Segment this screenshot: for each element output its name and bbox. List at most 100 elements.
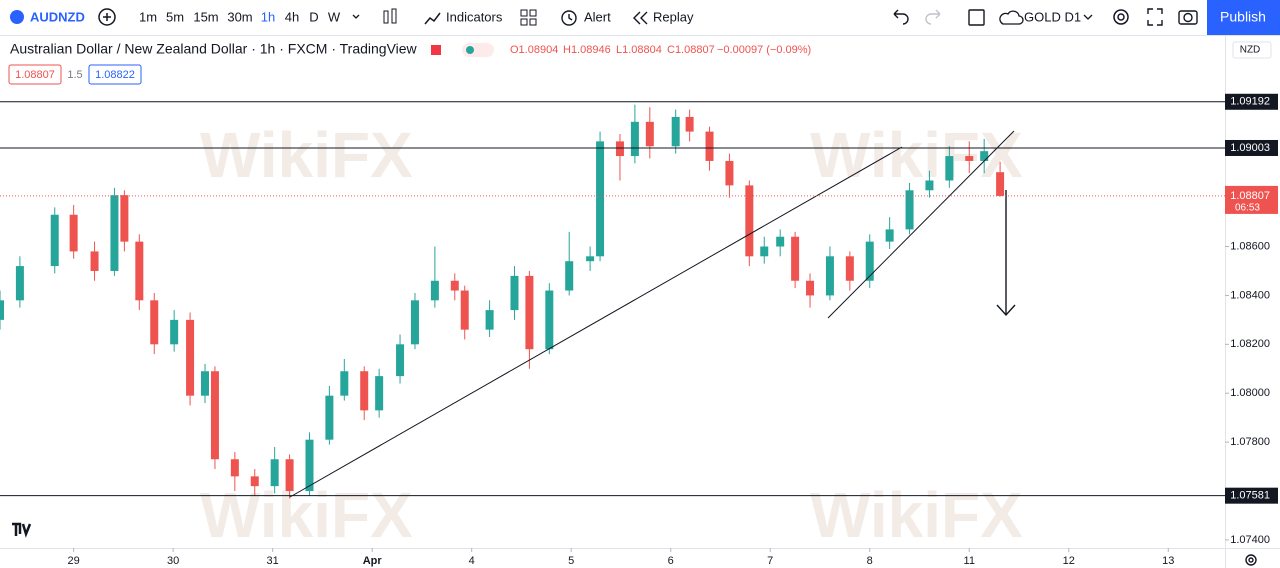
layout-name[interactable]: GOLD D1 [1024, 9, 1081, 24]
candle-body [340, 371, 349, 396]
candle-body [430, 280, 439, 301]
candle-body [186, 319, 195, 396]
hline-label: 1.07581 [1230, 490, 1270, 502]
candle-body [0, 300, 4, 320]
replay-button[interactable]: Replay [653, 9, 694, 24]
candle-body [15, 266, 24, 301]
layout-menu[interactable] [1083, 14, 1093, 20]
x-tick-label: 29 [68, 555, 80, 567]
candle-body [450, 280, 459, 291]
watermark: WikiFX [200, 119, 413, 191]
select-layout[interactable] [968, 9, 985, 26]
candle-body [885, 229, 894, 242]
intervals-menu[interactable] [352, 14, 360, 19]
status-dot [466, 46, 474, 54]
candle-body [50, 214, 59, 267]
interval-button[interactable]: 4h [285, 9, 299, 24]
y-tick-label: 1.08400 [1230, 289, 1270, 301]
interval-button[interactable]: 5m [166, 9, 184, 24]
alert-button[interactable]: Alert [584, 9, 611, 24]
sell-button[interactable] [8, 64, 62, 85]
last-price-box [1225, 185, 1278, 214]
candle-body [510, 275, 519, 311]
x-tick-label: Apr [363, 555, 383, 567]
redo[interactable] [925, 9, 941, 25]
candle-body [845, 256, 854, 281]
y-tick-label: 1.07400 [1230, 534, 1270, 546]
buy-price[interactable]: 1.08822 [95, 69, 135, 81]
candle-body [200, 371, 209, 396]
interval-button[interactable]: 1h [261, 9, 275, 24]
candle-body [980, 151, 989, 161]
legend-high: H1.08946 [563, 44, 611, 56]
interval-button[interactable]: D [309, 9, 318, 24]
settings[interactable] [1113, 9, 1129, 25]
x-tick-label: 7 [767, 555, 773, 567]
publish-label[interactable]: Publish [1220, 9, 1266, 25]
indicators-button[interactable]: Indicators [446, 9, 503, 24]
cloud-icon [999, 10, 1024, 25]
candle-body [410, 300, 419, 345]
hline-label: 1.09003 [1230, 142, 1270, 154]
time-settings[interactable] [1245, 554, 1257, 566]
candle-body [671, 116, 680, 147]
interval-button[interactable]: 15m [193, 9, 218, 24]
plot [0, 104, 1005, 499]
currency-box[interactable] [1232, 41, 1272, 59]
publish-button[interactable] [1207, 0, 1280, 35]
undo[interactable] [893, 9, 909, 25]
candle-body [825, 256, 834, 296]
interval-button[interactable]: 1m [139, 9, 157, 24]
candle-body [945, 156, 954, 181]
y-tick-label: 1.08000 [1230, 387, 1270, 399]
chart-legend-title: Australian Dollar / New Zealand Dollar ·… [10, 41, 418, 57]
candle-body [230, 459, 239, 477]
symbol-icon [10, 10, 24, 24]
x-tick-label: 11 [964, 555, 975, 567]
candle-body [745, 185, 754, 257]
trend-line [289, 146, 903, 498]
candle-body [396, 344, 405, 377]
sell-price[interactable]: 1.08807 [15, 69, 55, 81]
currency[interactable]: NZD [1240, 45, 1261, 56]
hline-label-box [1225, 487, 1278, 504]
candle-body [965, 156, 974, 161]
y-tick-label: 1.08200 [1230, 338, 1270, 350]
y-tick-label: 1.07800 [1230, 436, 1270, 448]
spread: 1.5 [67, 69, 82, 81]
interval-button[interactable]: W [328, 9, 341, 24]
candle-body [925, 180, 934, 191]
buy-button[interactable] [88, 64, 142, 85]
candle-body [615, 141, 624, 157]
interval-button[interactable]: 30m [227, 9, 252, 24]
indicators-icon [424, 12, 441, 25]
alert-icon [561, 10, 577, 26]
candle-body [120, 195, 129, 242]
market-status [431, 45, 441, 55]
candle-body [791, 236, 800, 281]
fullscreen[interactable] [1147, 8, 1163, 26]
x-tick-label: 13 [1162, 555, 1174, 567]
candle-body [565, 261, 574, 291]
candle-body [135, 241, 144, 301]
candle-body [545, 290, 554, 350]
bar-style[interactable] [383, 8, 397, 24]
x-tick-label: 4 [469, 555, 475, 567]
candle-body [285, 459, 294, 492]
add-symbol[interactable] [98, 8, 116, 26]
snapshot[interactable] [1178, 10, 1198, 25]
candle-body [806, 280, 815, 296]
candle-body [705, 131, 714, 161]
layouts-icon[interactable] [520, 9, 537, 26]
candle-body [760, 246, 769, 257]
candle-body [305, 439, 314, 492]
symbol[interactable]: AUDNZD [30, 9, 85, 24]
legend-open: O1.08904 [510, 44, 558, 56]
countdown: 06:53 [1235, 203, 1260, 214]
last-price-label: 1.08807 [1230, 190, 1270, 202]
candle-body [685, 116, 694, 132]
candle-body [586, 256, 595, 262]
x-tick-label: 30 [167, 555, 179, 567]
toolbar [0, 0, 1280, 35]
